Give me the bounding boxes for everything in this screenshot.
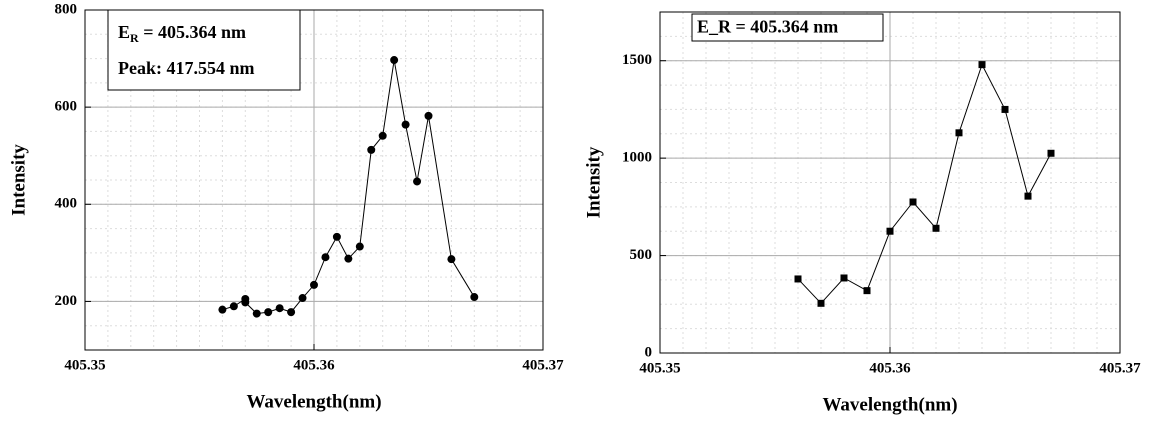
point bbox=[413, 177, 422, 186]
point bbox=[909, 198, 917, 206]
x-tick-label: 405.35 bbox=[64, 357, 105, 373]
point bbox=[229, 302, 238, 311]
point bbox=[470, 293, 479, 302]
point bbox=[241, 298, 250, 307]
x-tick-label: 405.36 bbox=[293, 357, 335, 373]
y-axis-title: Intensity bbox=[583, 146, 604, 218]
point bbox=[264, 308, 273, 317]
point bbox=[252, 309, 261, 318]
x-axis-title: Wavelength(nm) bbox=[822, 394, 957, 415]
y-tick-label: 600 bbox=[55, 99, 78, 115]
annotation-sub: R bbox=[130, 31, 139, 45]
plot-frame bbox=[659, 11, 1121, 354]
point bbox=[1024, 192, 1032, 200]
point bbox=[401, 120, 410, 129]
point bbox=[355, 242, 364, 251]
series-line bbox=[797, 63, 1052, 305]
point bbox=[817, 299, 825, 307]
x-tick-label: 405.37 bbox=[1099, 360, 1141, 376]
y-axis-title: Intensity bbox=[8, 144, 29, 216]
point bbox=[886, 227, 894, 235]
y-tick-label: 800 bbox=[55, 1, 78, 17]
x-tick-label: 405.37 bbox=[522, 357, 564, 373]
y-tick-label: 1000 bbox=[622, 150, 652, 166]
point bbox=[344, 254, 353, 263]
point bbox=[794, 275, 802, 283]
annotation-box bbox=[107, 9, 301, 91]
annotation: E_R = 405.364 nm bbox=[697, 17, 838, 37]
point bbox=[955, 129, 963, 137]
point bbox=[332, 232, 341, 241]
point bbox=[378, 131, 387, 140]
annotation-box bbox=[691, 13, 884, 42]
y-tick-label: 200 bbox=[55, 293, 78, 309]
point bbox=[447, 255, 456, 264]
y-tick-label: 400 bbox=[55, 196, 78, 212]
point bbox=[840, 274, 848, 282]
annotation: ER = 405.364 nm bbox=[118, 22, 246, 45]
x-axis-title: Wavelength(nm) bbox=[246, 391, 381, 412]
x-tick-label: 405.36 bbox=[869, 360, 911, 376]
point bbox=[298, 294, 307, 303]
plot-frame bbox=[84, 9, 544, 351]
point bbox=[390, 56, 399, 65]
point bbox=[367, 145, 376, 154]
point bbox=[275, 304, 284, 313]
point bbox=[1001, 105, 1009, 113]
point bbox=[932, 224, 940, 232]
point bbox=[978, 61, 986, 69]
y-tick-label: 1500 bbox=[622, 52, 652, 68]
annotation-part: = 405.364 nm bbox=[139, 22, 246, 42]
point bbox=[424, 111, 433, 120]
series-line bbox=[222, 59, 475, 315]
point bbox=[321, 253, 330, 262]
annotation-part: E bbox=[118, 22, 130, 42]
point bbox=[310, 280, 318, 289]
point bbox=[287, 308, 296, 317]
point bbox=[1047, 149, 1055, 157]
y-tick-label: 0 bbox=[645, 344, 653, 360]
x-tick-label: 405.35 bbox=[639, 360, 680, 376]
annotation: Peak: 417.554 nm bbox=[118, 58, 255, 78]
y-tick-label: 500 bbox=[630, 247, 653, 263]
point bbox=[863, 287, 871, 295]
point bbox=[218, 305, 227, 314]
